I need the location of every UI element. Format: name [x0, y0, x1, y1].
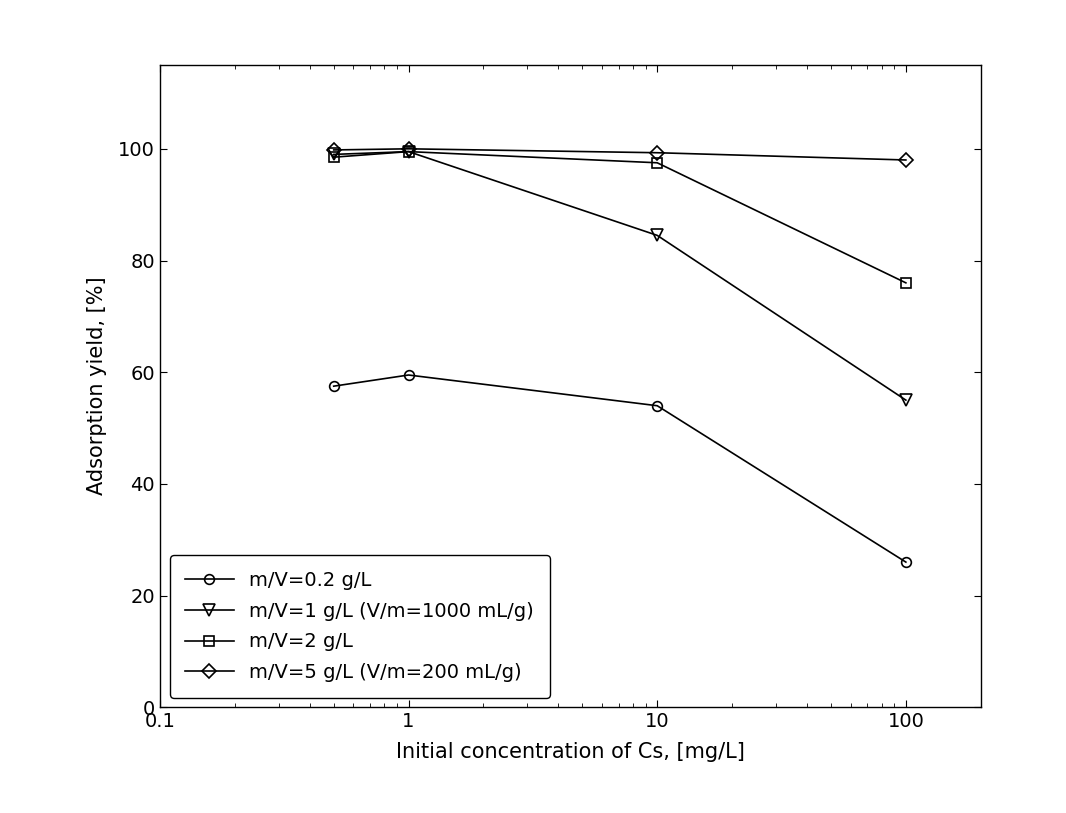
- m/V=1 g/L (V/m=1000 mL/g): [900, 395, 912, 405]
- m/V=5 g/L (V/m=200 mL/g): [327, 145, 340, 154]
- m/V=1 g/L (V/m=1000 mL/g): [327, 150, 340, 159]
- m/V=2 g/L: [327, 152, 340, 162]
- m/V=5 g/L (V/m=200 mL/g): [900, 155, 912, 165]
- m/V=1 g/L (V/m=1000 mL/g): [651, 231, 664, 241]
- Line: m/V=5 g/L (V/m=200 mL/g): m/V=5 g/L (V/m=200 mL/g): [328, 144, 910, 165]
- Y-axis label: Adsorption yield, [%]: Adsorption yield, [%]: [87, 277, 107, 495]
- m/V=0.2 g/L: [327, 381, 340, 391]
- m/V=5 g/L (V/m=200 mL/g): [651, 148, 664, 158]
- m/V=0.2 g/L: [402, 370, 415, 380]
- m/V=2 g/L: [900, 278, 912, 288]
- m/V=0.2 g/L: [651, 401, 664, 411]
- Legend: m/V=0.2 g/L, m/V=1 g/L (V/m=1000 mL/g), m/V=2 g/L, m/V=5 g/L (V/m=200 mL/g): m/V=0.2 g/L, m/V=1 g/L (V/m=1000 mL/g), …: [169, 555, 550, 698]
- Line: m/V=2 g/L: m/V=2 g/L: [328, 146, 910, 288]
- m/V=5 g/L (V/m=200 mL/g): [402, 144, 415, 154]
- m/V=0.2 g/L: [900, 557, 912, 567]
- Line: m/V=0.2 g/L: m/V=0.2 g/L: [328, 370, 910, 567]
- X-axis label: Initial concentration of Cs, [mg/L]: Initial concentration of Cs, [mg/L]: [395, 742, 745, 763]
- m/V=2 g/L: [651, 158, 664, 167]
- Line: m/V=1 g/L (V/m=1000 mL/g): m/V=1 g/L (V/m=1000 mL/g): [328, 146, 911, 406]
- m/V=2 g/L: [402, 146, 415, 156]
- m/V=1 g/L (V/m=1000 mL/g): [402, 146, 415, 156]
